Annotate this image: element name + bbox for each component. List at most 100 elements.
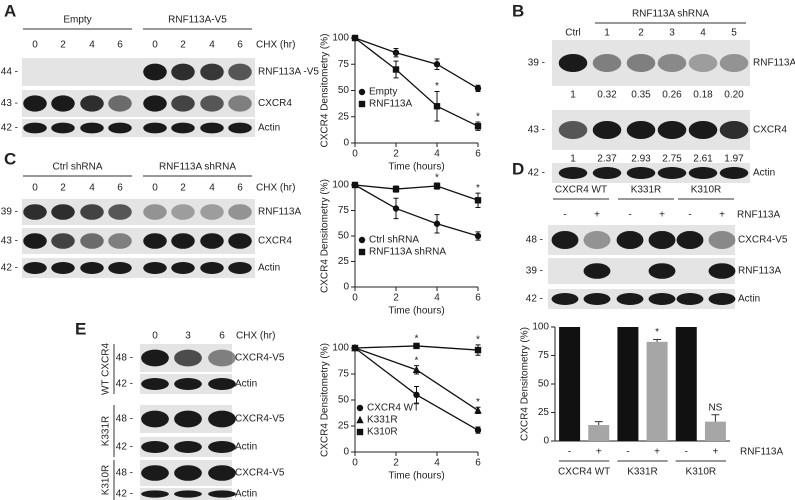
band [657, 121, 687, 139]
x-tick-label: + [596, 447, 602, 458]
y-tick-label: 75 [538, 350, 550, 361]
protein-label: RNF113A [753, 58, 795, 69]
band [174, 410, 202, 428]
lane-unit: CHX (hr) [256, 40, 295, 51]
error-bar [711, 414, 720, 422]
band [143, 122, 167, 134]
legend-label: Empty [369, 87, 397, 98]
panel-letter: C [4, 149, 16, 168]
band [583, 231, 611, 249]
legend-marker [358, 88, 366, 96]
band [551, 293, 579, 305]
protein-label: CXCR4 [258, 98, 292, 109]
protein-label: Actin [235, 379, 257, 390]
band [228, 122, 252, 134]
band [676, 293, 704, 305]
lane-label: - [628, 210, 631, 221]
bar [704, 421, 726, 441]
quantification: 0.26 [662, 90, 682, 101]
lane-label: 5 [731, 28, 737, 39]
data-point [351, 34, 359, 42]
y-axis-label: CXCR4 Densitometry (%) [320, 34, 331, 148]
band [23, 262, 47, 274]
protein-label: RNF113A -V5 [258, 67, 319, 78]
x-axis-label: Time (hours) [388, 162, 444, 173]
molecular-weight: 39 - [528, 58, 545, 69]
band [583, 293, 611, 305]
band [143, 204, 167, 220]
y-tick-label: 25 [338, 111, 350, 122]
band [143, 95, 167, 112]
data-point [413, 391, 420, 398]
band [23, 122, 47, 134]
band [592, 54, 622, 72]
x-tick-label: + [654, 447, 660, 458]
lane-label: 4 [209, 40, 215, 51]
x-tick-label: 0 [352, 458, 358, 469]
group-label: CXCR4 WT [558, 467, 610, 478]
legend-marker [356, 415, 364, 424]
group-label: K331R [627, 467, 658, 478]
lane-label: 0 [32, 183, 38, 194]
quantification: 2.93 [631, 154, 651, 165]
band [688, 121, 718, 139]
band [558, 167, 588, 179]
lane-label: + [594, 210, 600, 221]
molecular-weight: 48 - [116, 414, 133, 425]
band [208, 378, 236, 390]
band [141, 378, 169, 390]
band [228, 233, 252, 249]
protein-label: Actin [235, 489, 257, 500]
band [143, 262, 167, 274]
data-point [351, 181, 359, 189]
legend-marker [356, 404, 364, 412]
protein-label: CXCR4-V5 [235, 353, 285, 364]
x-tick-label: + [712, 447, 718, 458]
group-label: K310R [686, 467, 717, 478]
group-label: RNF113A shRNA [632, 9, 709, 20]
y-tick-label: 100 [332, 180, 349, 191]
band [208, 441, 236, 453]
band [143, 63, 167, 81]
bar [588, 425, 610, 441]
significance: * [476, 335, 480, 346]
band [171, 63, 195, 81]
data-point [474, 406, 482, 414]
band [676, 231, 704, 249]
error-bar [653, 339, 662, 342]
protein-label: Actin [258, 263, 280, 274]
y-tick-label: 100 [332, 343, 349, 354]
data-point [351, 344, 359, 352]
data-point [474, 85, 482, 92]
molecular-weight: 42 - [1, 263, 18, 274]
x-tick-label: 4 [434, 458, 440, 469]
lane-label: 6 [219, 331, 225, 342]
molecular-weight: 42 - [116, 379, 133, 390]
y-tick-label: 75 [338, 205, 350, 216]
band [174, 441, 202, 453]
quantification: 0.35 [631, 90, 651, 101]
band [583, 263, 611, 279]
band [200, 204, 224, 220]
quantification: 2.37 [597, 154, 617, 165]
group-label: K331R [631, 185, 662, 196]
protein-label: CXCR4-V5 [235, 414, 285, 425]
y-axis-label: CXCR4 Densitometry (%) [320, 343, 331, 457]
data-point [474, 426, 482, 434]
x-axis-label: RNF113A [740, 447, 783, 458]
x-tick-label: 0 [352, 293, 358, 304]
band [108, 204, 132, 220]
y-tick-label: 50 [338, 395, 350, 406]
band [141, 441, 169, 453]
lane-label: 6 [237, 40, 243, 51]
blot [548, 258, 735, 284]
band [80, 233, 104, 249]
protein-label: RNF113A [258, 207, 301, 218]
lane-unit: RNF113A [737, 210, 780, 221]
quantification: 1.97 [724, 154, 744, 165]
y-tick-label: 0 [543, 436, 549, 447]
group-label: Empty [63, 15, 91, 26]
band [558, 121, 588, 139]
x-tick-label: - [685, 447, 688, 458]
lane-label: 2 [180, 40, 186, 51]
